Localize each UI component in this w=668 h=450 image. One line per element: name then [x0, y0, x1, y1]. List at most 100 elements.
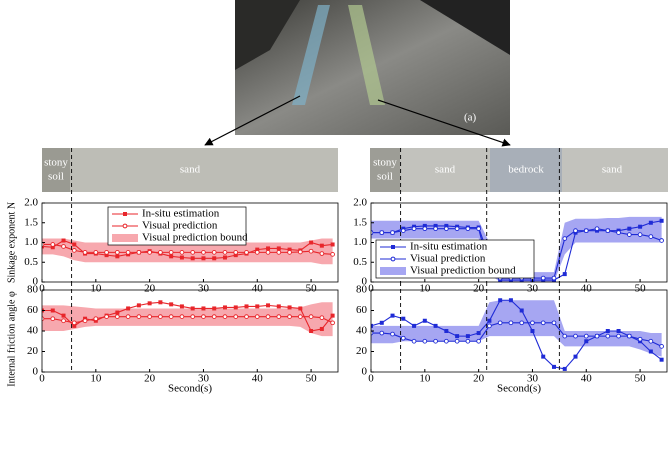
marker: [255, 304, 259, 308]
marker: [541, 355, 545, 359]
marker: [309, 241, 313, 245]
marker: [266, 315, 270, 319]
legend-label: Visual prediction: [410, 253, 486, 265]
prediction-band: [371, 300, 662, 356]
marker: [584, 339, 588, 343]
marker: [223, 256, 227, 260]
y-tick-label: 80: [27, 284, 39, 296]
marker: [487, 319, 491, 323]
marker: [401, 229, 405, 233]
marker: [51, 317, 55, 321]
marker: [191, 306, 195, 310]
marker: [606, 334, 610, 338]
marker: [649, 350, 653, 354]
marker: [649, 235, 653, 239]
marker: [51, 243, 55, 247]
terrain-label: soil: [48, 171, 64, 183]
marker: [563, 367, 567, 371]
marker: [266, 246, 270, 250]
marker: [126, 306, 130, 310]
marker: [212, 315, 216, 319]
marker: [126, 250, 130, 254]
marker: [455, 339, 459, 343]
marker: [574, 334, 578, 338]
marker: [72, 249, 76, 253]
marker: [331, 321, 335, 325]
marker: [137, 315, 141, 319]
terrain-label: sand: [435, 164, 456, 176]
marker: [201, 306, 205, 310]
marker: [660, 344, 664, 348]
marker: [62, 319, 66, 323]
marker: [72, 321, 76, 325]
terrain-label: sand: [180, 164, 201, 176]
legend-label: In-situ estimation: [142, 208, 220, 220]
y-tick-label: 40: [356, 325, 368, 337]
marker: [627, 227, 631, 231]
marker: [137, 250, 141, 254]
x-tick-label: 50: [306, 283, 318, 295]
marker: [380, 331, 384, 335]
marker: [169, 302, 173, 306]
figure: (a) stonysoilsandstonysoilsandbedrocksan…: [0, 0, 668, 450]
plot: [40, 300, 335, 336]
marker: [180, 256, 184, 260]
marker: [498, 321, 502, 325]
x-tick-label: 10: [419, 283, 431, 295]
terrain-label: sand: [602, 164, 623, 176]
marker: [466, 334, 470, 338]
marker: [584, 229, 588, 233]
marker: [423, 339, 427, 343]
x-tick-label: 10: [419, 373, 431, 385]
legend-label: Visual prediction: [142, 220, 218, 232]
marker: [331, 242, 335, 246]
x-tick-label: 50: [635, 283, 647, 295]
legend-marker: [391, 257, 395, 261]
marker: [115, 254, 119, 258]
marker: [148, 315, 152, 319]
plot: [369, 298, 664, 371]
marker: [159, 250, 163, 254]
marker: [62, 239, 66, 243]
marker: [423, 227, 427, 231]
marker: [488, 324, 492, 328]
marker: [606, 229, 610, 233]
marker: [62, 245, 66, 249]
x-tick-label: 40: [581, 283, 593, 295]
marker: [201, 256, 205, 260]
marker: [401, 336, 405, 340]
marker: [94, 317, 98, 321]
y-tick-label: 2.0: [24, 197, 38, 209]
x-axis-label: Second(s): [168, 383, 212, 395]
y-tick-label: 0: [33, 366, 39, 378]
marker: [584, 334, 588, 338]
marker: [277, 304, 281, 308]
marker: [309, 249, 313, 253]
marker: [391, 332, 395, 336]
marker: [531, 321, 535, 325]
legend-label: Visual prediction bound: [142, 232, 248, 244]
marker: [234, 250, 238, 254]
marker: [202, 250, 206, 254]
marker: [649, 221, 653, 225]
photo-label: (a): [464, 112, 477, 124]
y-tick-label: 20: [356, 345, 368, 357]
marker: [105, 315, 109, 319]
marker: [444, 227, 448, 231]
y-axis-label: Sinkage exponent N: [6, 202, 17, 283]
terrain-label: stony: [373, 157, 397, 169]
marker: [245, 304, 249, 308]
y-tick-label: 20: [27, 345, 39, 357]
x-tick-label: 30: [527, 283, 539, 295]
x-tick-label: 0: [39, 373, 45, 385]
x-tick-label: 50: [635, 373, 647, 385]
marker: [72, 242, 76, 246]
y-tick-label: 2.0: [353, 197, 367, 209]
legend-marker: [391, 245, 395, 249]
marker: [148, 250, 152, 254]
marker: [298, 315, 302, 319]
marker: [191, 250, 195, 254]
marker: [477, 227, 481, 231]
terrain-label: soil: [377, 171, 393, 183]
marker: [638, 233, 642, 237]
